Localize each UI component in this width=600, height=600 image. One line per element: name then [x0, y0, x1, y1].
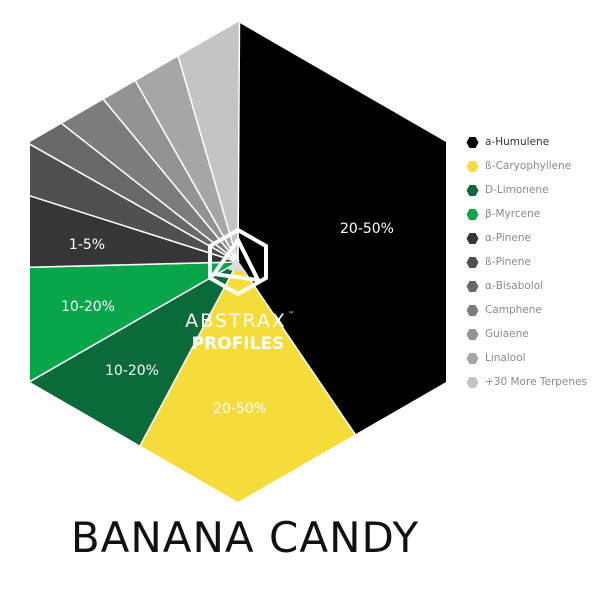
hexagon-swatch-icon [466, 208, 479, 220]
hexagon-swatch-icon [466, 256, 479, 268]
logo-brand: ABSTRAX [185, 310, 287, 332]
legend-label: β-Myrcene [485, 208, 541, 220]
legend-item: α-Bisabolol [466, 274, 587, 298]
legend-label: a-Humulene [485, 136, 550, 148]
legend-label: Camphene [485, 304, 542, 316]
legend-item: Guiaene [466, 322, 587, 346]
slice-label-3: 10-20% [61, 299, 115, 315]
logo-sub: PROFILES [192, 334, 285, 354]
abstrax-logo-icon [208, 227, 268, 297]
legend-item: +30 More Terpenes [466, 370, 587, 394]
pie-wedges [30, 22, 446, 502]
legend-label: α-Pinene [485, 232, 531, 244]
legend-label: α-Bisabolol [485, 280, 544, 292]
hexagon-swatch-icon [466, 328, 479, 340]
hexagon-swatch-icon [466, 376, 479, 388]
slice-5 [30, 135, 239, 263]
legend-item: Camphene [466, 298, 587, 322]
legend-item: α-Pinene [466, 226, 587, 250]
slice-label-2: 10-20% [105, 363, 159, 379]
legend-label: Guiaene [485, 328, 529, 340]
strain-title: BANANA CANDY [70, 513, 420, 562]
legend-item: D-Limonene [466, 178, 587, 202]
hexagon-swatch-icon [466, 184, 479, 196]
legend-item: β-Myrcene [466, 202, 587, 226]
slice-label-0: 20-50% [340, 221, 394, 237]
legend-item: a-Humulene [466, 130, 587, 154]
slice-labels: 20-50% 20-50% 10-20% 10-20% 1-5% [61, 221, 394, 417]
hexagon-swatch-icon [466, 280, 479, 292]
legend-item: Linalool [466, 346, 587, 370]
legend: a-Humulene ß-Caryophyllene D-Limonene β-Myr… [466, 130, 587, 394]
hexagon-swatch-icon [466, 232, 479, 244]
legend-item: ß-Pinene [466, 250, 587, 274]
hexagon-swatch-icon [466, 160, 479, 172]
slice-label-4: 1-5% [69, 237, 105, 253]
slice-10 [165, 22, 241, 263]
legend-label: +30 More Terpenes [485, 376, 587, 388]
legend-label: ß-Pinene [485, 256, 531, 268]
legend-label: D-Limonene [485, 184, 549, 196]
hexagon-swatch-icon [466, 304, 479, 316]
legend-label: ß-Caryophyllene [485, 160, 572, 172]
slice-3 [30, 261, 239, 391]
legend-label: Linalool [485, 352, 526, 364]
logo-trademark: ™ [288, 311, 294, 318]
hexagon-swatch-icon [466, 352, 479, 364]
slice-label-1: 20-50% [213, 401, 267, 417]
hexagon-swatch-icon [466, 136, 479, 148]
slice-4 [30, 183, 239, 270]
legend-item: ß-Caryophyllene [466, 154, 587, 178]
